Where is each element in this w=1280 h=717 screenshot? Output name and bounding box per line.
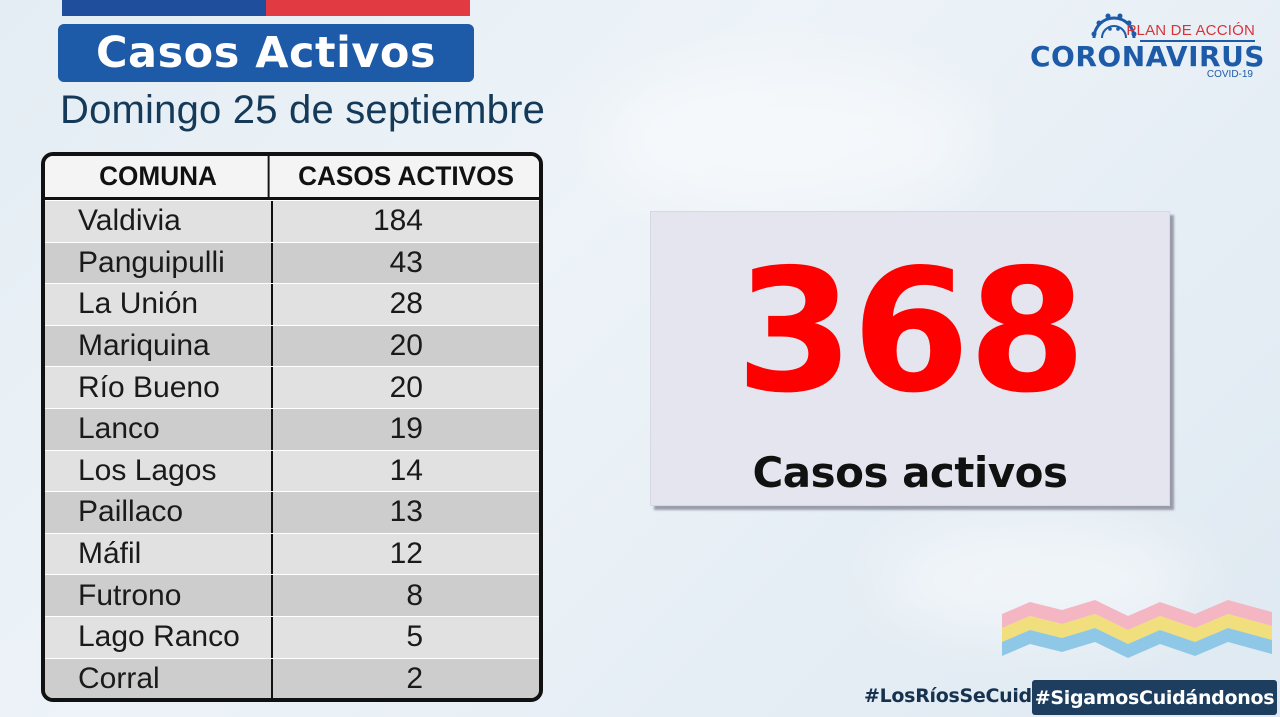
total-card: 368 Casos activos xyxy=(650,211,1170,506)
table-row: Máfil 12 xyxy=(45,532,539,575)
table-row: Lago Ranco 5 xyxy=(45,615,539,658)
casos-cell: 5 xyxy=(406,620,423,654)
column-header-casos: CASOS ACTIVOS xyxy=(298,161,514,191)
total-value: 368 xyxy=(735,233,1087,431)
table-row: Mariquina 20 xyxy=(45,324,539,367)
comuna-cell: Los Lagos xyxy=(45,450,273,492)
table-header: COMUNA CASOS ACTIVOS xyxy=(45,156,539,200)
logo-sub-label: COVID-19 xyxy=(1206,69,1253,80)
table-row: Río Bueno 20 xyxy=(45,366,539,408)
title-banner: Casos Activos xyxy=(58,24,474,82)
comuna-cell: La Unión xyxy=(45,284,273,325)
comuna-cell: Panguipulli xyxy=(45,242,273,284)
casos-cell: 28 xyxy=(389,287,423,321)
casos-cell: 8 xyxy=(406,578,423,612)
table-row: Valdivia 184 xyxy=(45,200,539,242)
comuna-cell: Río Bueno xyxy=(45,367,273,408)
background-cloud xyxy=(600,60,980,220)
casos-cell: 19 xyxy=(389,412,423,446)
table-row: Futrono 8 xyxy=(45,574,539,616)
casos-cell: 13 xyxy=(389,495,423,529)
column-header-comuna: COMUNA xyxy=(48,156,270,197)
total-label: Casos activos xyxy=(752,448,1068,497)
casos-cell: 20 xyxy=(389,370,423,404)
table-row: Corral 2 xyxy=(45,657,539,698)
table-body: Valdivia 184 Panguipulli 43 La Unión 28 Mar… xyxy=(45,200,539,698)
table-row: Panguipulli 43 xyxy=(45,241,539,284)
logo-main-label: CORONAVIRUS xyxy=(1030,40,1265,73)
comuna-cell: Lanco xyxy=(45,408,273,450)
casos-cell: 2 xyxy=(406,661,423,695)
comuna-cell: Valdivia xyxy=(45,201,273,242)
casos-cell: 14 xyxy=(389,453,423,487)
flag-bar-blue xyxy=(62,0,266,16)
comuna-cell: Máfil xyxy=(45,533,273,575)
table-row: La Unión 28 xyxy=(45,283,539,325)
casos-cell: 12 xyxy=(389,537,423,571)
comuna-cell: Paillaco xyxy=(45,492,273,533)
table-row: Paillaco 13 xyxy=(45,491,539,533)
casos-cell: 184 xyxy=(372,204,423,238)
comuna-cell: Lago Ranco xyxy=(45,616,273,658)
table-row: Los Lagos 14 xyxy=(45,449,539,492)
table-row: Lanco 19 xyxy=(45,407,539,450)
comuna-cell: Futrono xyxy=(45,575,273,616)
date-subtitle: Domingo 25 de septiembre xyxy=(60,88,546,132)
waves-decoration xyxy=(1002,600,1272,658)
comuna-cell: Mariquina xyxy=(45,325,273,367)
virus-icon xyxy=(1091,13,1137,39)
hashtag-los-rios: #LosRíosSeCuida xyxy=(864,685,1045,707)
casos-cell: 20 xyxy=(389,329,423,363)
comuna-cell: Corral xyxy=(45,658,273,698)
logo-divider xyxy=(1140,40,1255,42)
cases-table: COMUNA CASOS ACTIVOS Valdivia 184 Panguip… xyxy=(41,152,543,702)
hashtag-sigamos: #SigamosCuidándonos xyxy=(1034,686,1275,709)
logo-plan-label: PLAN DE ACCIÓN xyxy=(1126,22,1255,39)
hashtag-badge: #SigamosCuidándonos xyxy=(1032,680,1277,715)
coronavirus-logo: PLAN DE ACCIÓN CORONAVIRUS COVID-19 xyxy=(1030,12,1264,82)
casos-cell: 43 xyxy=(389,245,423,279)
page-title: Casos Activos xyxy=(96,28,437,78)
flag-bar-red xyxy=(266,0,470,16)
